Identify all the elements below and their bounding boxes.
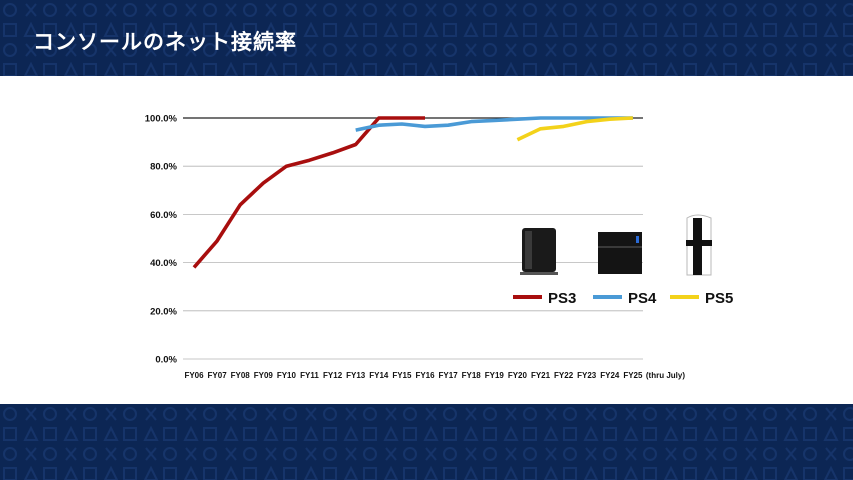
- series-line-ps4: [355, 116, 633, 132]
- x-tick-label: FY08: [231, 371, 251, 380]
- legend-label-ps5: PS5: [705, 290, 733, 307]
- y-tick-label: 40.0%: [150, 258, 177, 269]
- x-tick-label: FY24: [600, 371, 620, 380]
- legend-label-ps3: PS3: [548, 290, 576, 307]
- x-tick-label: FY11: [300, 371, 319, 380]
- y-tick-label: 60.0%: [150, 210, 177, 221]
- x-tick-label: FY21: [531, 371, 551, 380]
- x-tick-label: FY06: [184, 371, 204, 380]
- x-tick-label: FY17: [439, 371, 459, 380]
- header-band: コンソールのネット接続率: [0, 0, 853, 76]
- page-title: コンソールのネット接続率: [33, 30, 297, 54]
- ps4-console-icon-groove: [598, 246, 642, 248]
- x-tick-label: FY09: [254, 371, 274, 380]
- y-tick-label: 0.0%: [155, 355, 177, 366]
- x-tick-label: FY07: [208, 371, 228, 380]
- x-tick-label: FY10: [277, 371, 297, 380]
- ps3-console-icon-face: [525, 231, 532, 269]
- x-tick-label: FY22: [554, 371, 574, 380]
- y-tick-label: 20.0%: [150, 306, 177, 317]
- line-chart: 0.0%20.0%40.0%60.0%80.0%100.0%FY06 FY07 FY…: [145, 114, 734, 381]
- x-tick-label: FY20: [508, 371, 528, 380]
- x-axis-note: (thru July): [646, 371, 685, 380]
- chart-panel: 0.0% 20.0% 40.0% 60.0% 80.0% 100.0% FY06 FY07 FY…: [0, 76, 853, 404]
- series-line-ps5: [516, 116, 633, 142]
- background-pattern-bottom: [0, 404, 853, 480]
- x-tick-label: FY16: [415, 371, 435, 380]
- y-tick-label: 100.0%: [145, 114, 178, 125]
- footer-band: [0, 404, 853, 480]
- ps5-console-icon-core: [693, 218, 702, 275]
- ps4-console-icon-light: [636, 236, 639, 243]
- ps5-console-icon-band: [686, 240, 712, 246]
- x-tick-label: FY15: [392, 371, 412, 380]
- x-tick-label: FY14: [369, 371, 389, 380]
- x-tick-label: FY12: [323, 371, 343, 380]
- ps4-console-icon: [598, 232, 642, 274]
- ps3-console-icon-base: [520, 272, 558, 275]
- x-tick-label: FY25: [623, 371, 643, 380]
- x-tick-label: FY23: [577, 371, 597, 380]
- x-tick-label: FY18: [462, 371, 482, 380]
- legend-label-ps4: PS4: [628, 290, 657, 307]
- series-line-ps3: [192, 116, 425, 269]
- y-tick-label: 80.0%: [150, 162, 177, 173]
- x-tick-label: FY19: [485, 371, 505, 380]
- background-pattern: [0, 0, 853, 76]
- x-tick-label: FY13: [346, 371, 366, 380]
